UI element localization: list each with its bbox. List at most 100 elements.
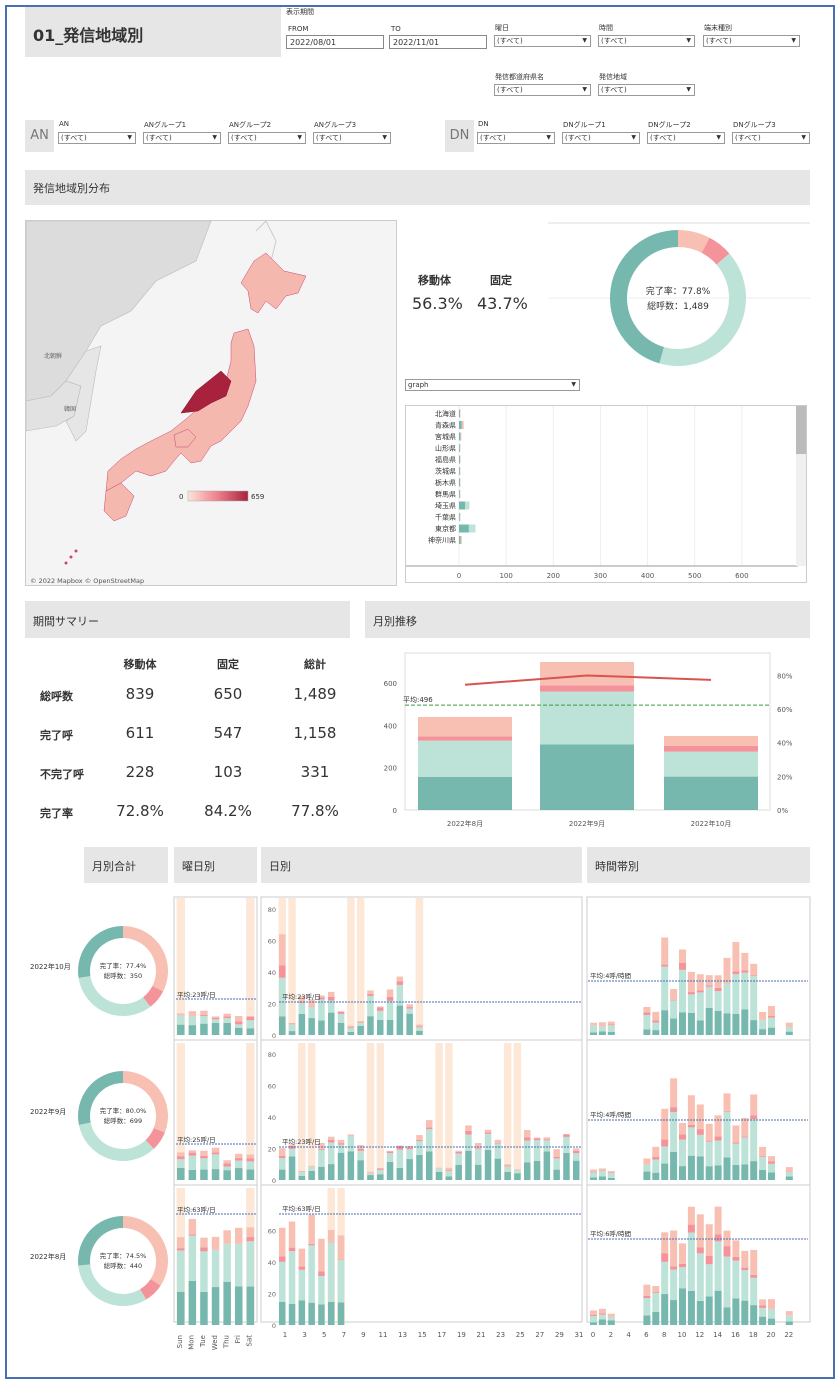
daily-bar-segment (298, 1171, 306, 1176)
hourly-bar-segment (598, 1170, 606, 1171)
summary-value: 839 (125, 685, 155, 703)
region-filter-select[interactable]: (すべて) ▼ (598, 84, 695, 96)
daily-bar-segment (347, 1136, 355, 1152)
weekend-band (356, 898, 365, 1035)
chevron-down-icon: ▼ (791, 37, 796, 44)
hourly-bar-segment (750, 976, 758, 1021)
weekend-band (246, 898, 255, 1035)
weekday-bar-segment (177, 1152, 185, 1157)
weekday-bar-segment (177, 1015, 185, 1025)
prefecture-bar (459, 455, 461, 464)
map-svg: 北朝鮮 韓国 0 659 © 2022 Mapbox © OpenStreetM… (26, 221, 396, 585)
daily-bar-segment (367, 1171, 374, 1174)
dn-filter-select[interactable]: (すべて) ▼ (647, 132, 725, 144)
daily-bar-segment (357, 1022, 364, 1026)
hourly-bar-segment (652, 1159, 660, 1173)
hourly-bar-segment (741, 972, 749, 1010)
hourly-bar-segment (705, 1140, 713, 1142)
summary-value: 228 (125, 763, 155, 781)
weekday-bar-segment (246, 1015, 255, 1018)
scrollbar[interactable] (796, 406, 806, 566)
daily-bar-segment (337, 1259, 345, 1260)
weekday-bar-segment (177, 1237, 185, 1249)
prefecture-bar (459, 501, 466, 510)
graph-select[interactable]: graph ▼ (405, 379, 580, 391)
hourly-bar-segment (661, 1108, 669, 1140)
hourly-bar-segment (687, 994, 695, 1014)
summary-value: 84.2% (204, 802, 252, 820)
weekday-tick: Wed (211, 1335, 219, 1350)
daily-bar-segment (416, 1141, 423, 1155)
an-filter-select[interactable]: (すべて) ▼ (58, 132, 136, 144)
hourly-bar-segment (750, 1161, 758, 1180)
summary-value: 72.8% (116, 802, 164, 820)
prefecture-label: 東京都 (435, 524, 456, 533)
daily-bar-segment (484, 1132, 492, 1134)
dn-filter-label: DNグループ3 (733, 121, 776, 129)
scrollbar-thumb[interactable] (796, 406, 806, 454)
hourly-bar-segment (696, 1104, 704, 1130)
an-filter-select[interactable]: (すべて) ▼ (228, 132, 306, 144)
hourly-bar-segment (732, 1142, 740, 1144)
daily-bar-segment (279, 1148, 286, 1156)
an-filter-select[interactable]: (すべて) ▼ (313, 132, 391, 144)
y-tick-left: 200 (384, 765, 397, 773)
from-date-input[interactable]: 2022/08/01 (286, 35, 384, 49)
daily-bar-segment (445, 1167, 453, 1171)
hourly-bar-segment (759, 1316, 767, 1325)
trend-bar-segment (418, 716, 512, 737)
daily-bar-segment (553, 1169, 560, 1180)
daily-bar-segment (533, 1137, 541, 1139)
hourly-bar-segment (696, 1156, 704, 1180)
dn-filter-select[interactable]: (すべて) ▼ (477, 132, 555, 144)
hourly-bar-segment (759, 1146, 767, 1156)
chevron-down-icon: ▼ (127, 134, 132, 141)
trend-bar-segment (540, 662, 634, 686)
daily-bar-segment (337, 1143, 345, 1145)
hour-filter-select[interactable]: (すべて) ▼ (598, 35, 695, 47)
dn-filter-select[interactable]: (すべて) ▼ (562, 132, 640, 144)
weekday-bar-segment (235, 1027, 243, 1035)
device-filter-label: 端末種別 (704, 24, 732, 32)
trend-bar-segment (664, 745, 758, 752)
weekday-bar-segment (188, 1169, 197, 1180)
hourly-header: 時間帯別 (587, 847, 810, 883)
daily-bar-segment (553, 1156, 560, 1159)
daily-bar-segment (416, 1154, 423, 1180)
japan-map[interactable]: 北朝鮮 韓国 0 659 © 2022 Mapbox © OpenStreetM… (25, 220, 397, 586)
weekday-bar-segment (211, 1022, 220, 1035)
weekday-tick: Thu (222, 1335, 230, 1349)
hourly-bar-segment (679, 1134, 686, 1140)
prefecture-bar-chart[interactable]: 0 100 200 300 400 500 600 北海道 青森県 宮城県 山形県 福島県 茨城県 栃木県… (405, 405, 807, 583)
hourly-bar-segment (705, 1007, 713, 1035)
monthly-trend-chart[interactable]: 0 200 400 600 0% 20% 40% 60% 80% 2022年8月 2022年9月 20… (365, 648, 810, 833)
hourly-bar-segment (643, 1158, 651, 1165)
weekday-bar-segment (246, 1028, 255, 1035)
weekday-bar-segment (211, 1169, 220, 1180)
device-filter-select[interactable]: (すべて) ▼ (703, 35, 800, 47)
to-date-input[interactable]: 2022/11/01 (389, 35, 487, 49)
an-filter-select[interactable]: (すべて) ▼ (143, 132, 221, 144)
hourly-bar-segment (679, 1288, 686, 1325)
weekday-bar-segment (235, 1286, 243, 1325)
daily-bar-segment (406, 1013, 413, 1035)
daily-bar-segment (435, 1168, 443, 1172)
hourly-bar-segment (768, 1172, 775, 1180)
summary-value: 77.8% (291, 802, 339, 820)
daily-bar-segment (573, 1160, 580, 1180)
dn-filter-select[interactable]: (すべて) ▼ (732, 132, 810, 144)
hourly-avg-label: 平均:6呼/時間 (590, 1229, 631, 1238)
daily-bar-segment (396, 1149, 404, 1168)
daily-bar-segment (416, 1027, 423, 1031)
hourly-bar-segment (607, 1177, 615, 1180)
hourly-bar-segment (661, 1010, 669, 1035)
overall-donut-slice (659, 253, 746, 366)
summary-header: 期間サマリー (25, 601, 350, 638)
prefecture-label: 北海道 (435, 409, 456, 418)
weekday-filter-select[interactable]: (すべて) ▼ (494, 35, 591, 47)
prefecture-filter-select[interactable]: (すべて) ▼ (494, 84, 591, 96)
weekday-bar-segment (200, 1158, 208, 1170)
x-tick-label: 400 (641, 572, 654, 580)
dn-tag: DN (445, 120, 474, 152)
summary-value: 650 (213, 685, 243, 703)
